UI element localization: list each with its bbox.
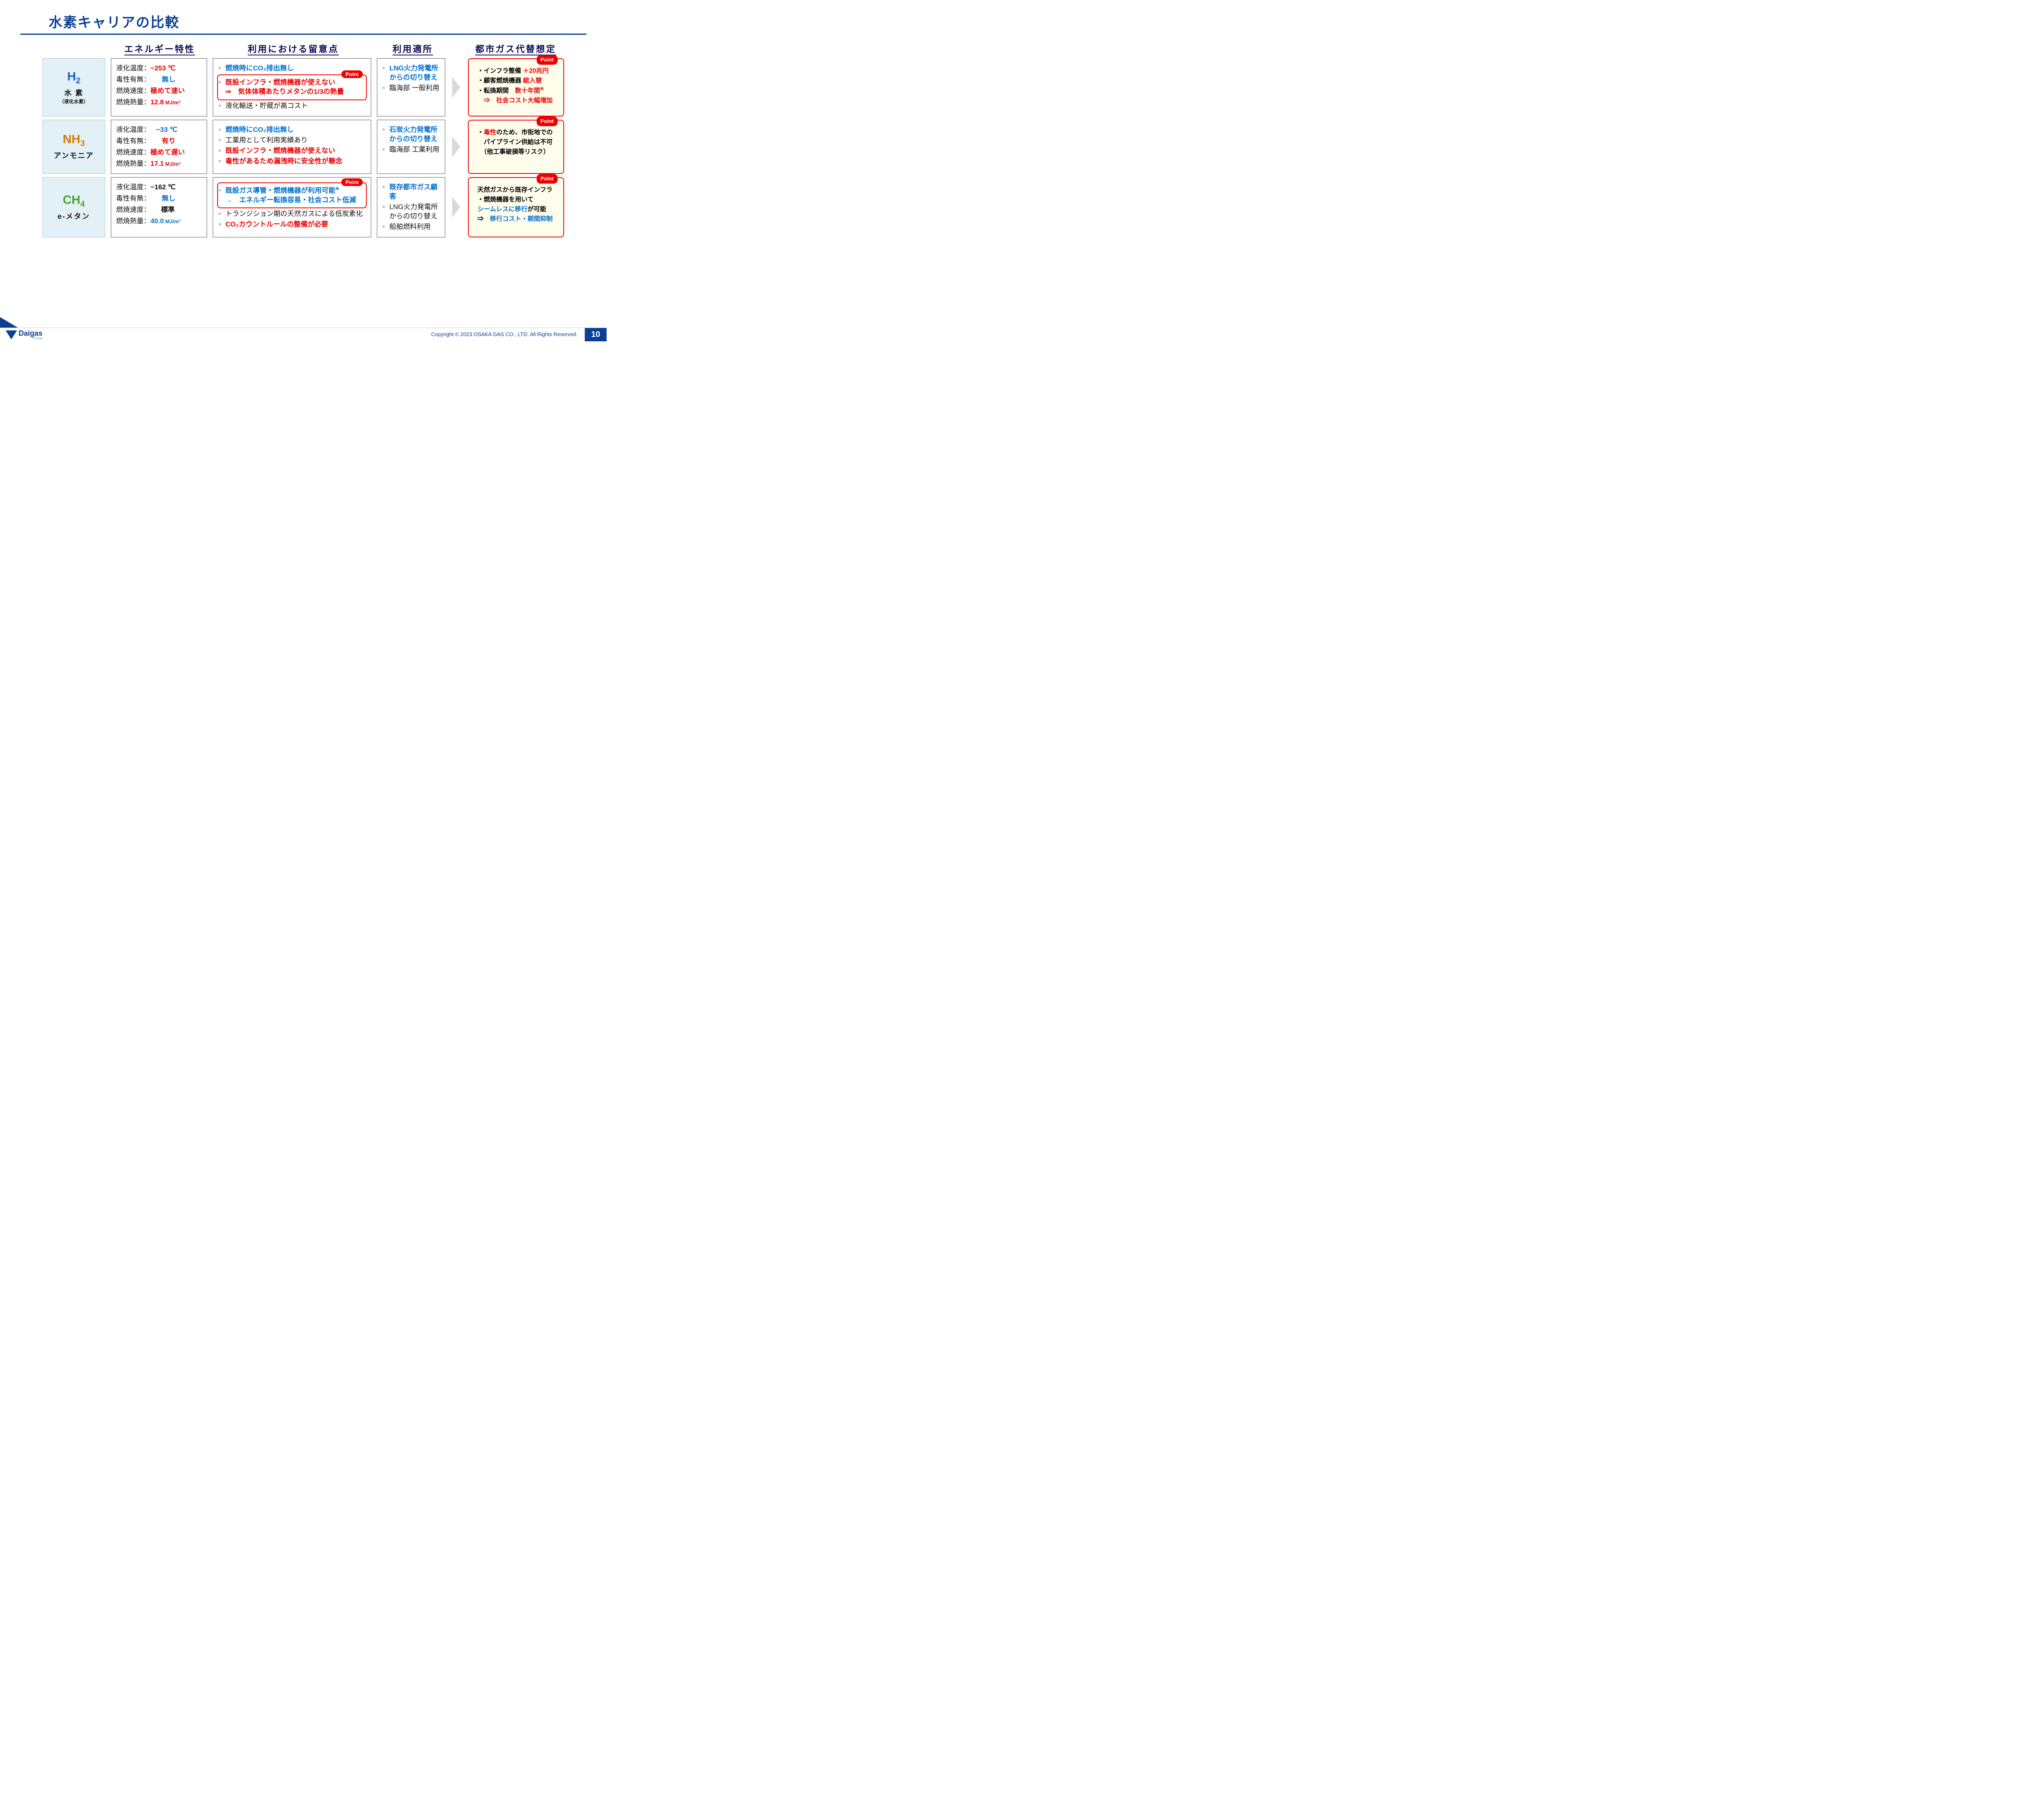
fit-nh3: 石炭火力発電所からの切り替え 臨海部 工業利用 (377, 120, 445, 174)
highlight-h2: Point 既設インフラ・燃焼機器が使えない ⇒ 気体体積あたりメタンの1/3の… (217, 74, 366, 100)
col-header-fit: 利用適所 (379, 42, 447, 55)
subst-nh3: Point ・毒性のため、市街地での パイプライン供給は不可 （他工事破損等リス… (468, 120, 564, 174)
energy-h2: 液化温度：−253 ℃ 毒性有無：無し 燃焼速度：極めて速い 燃焼熱量：12.8… (111, 58, 207, 116)
point-badge: Point (341, 178, 363, 186)
formula-h2: H2 (67, 70, 80, 86)
col-header-energy: エネルギー特性 (111, 42, 208, 55)
title-rule (20, 34, 586, 35)
subst-ch4: Point 天然ガスから既存インフラ ・燃焼機器を用いて シームレスに移行が可能… (468, 177, 564, 237)
content-grid: エネルギー特性 利用における留意点 利用適所 都市ガス代替想定 H2 水 素 （… (20, 42, 586, 237)
page-number: 10 (585, 328, 607, 341)
carrier-name-ch4: e-メタン (57, 211, 90, 221)
carrier-h2: H2 水 素 （液化水素） (42, 58, 105, 116)
row-nh3: NH3 アンモニア 液化温度：−33 ℃ 毒性有無：有り 燃焼速度：極めて遅い … (42, 120, 564, 174)
logo-text: Daigas Group (19, 329, 42, 340)
copyright-text: Copyright © 2023 OSAKA GAS CO., LTD. All… (431, 328, 585, 341)
arrow-icon (451, 177, 462, 237)
fit-h2: LNG火力発電所からの切り替え 臨海部 一般利用 (377, 58, 445, 116)
footer-right: Copyright © 2023 OSAKA GAS CO., LTD. All… (431, 328, 607, 341)
notes-h2: 燃焼時にCO₂排出無し Point 既設インフラ・燃焼機器が使えない ⇒ 気体体… (213, 58, 371, 116)
column-headers: エネルギー特性 利用における留意点 利用適所 都市ガス代替想定 (42, 42, 564, 55)
fit-ch4: 既存都市ガス顧客 LNG火力発電所からの切り替え 船舶燃料利用 (377, 177, 445, 237)
corner-accent-icon (0, 317, 18, 328)
formula-nh3: NH3 (63, 133, 85, 148)
carrier-nh3: NH3 アンモニア (42, 120, 105, 174)
notes-ch4: Point 既設ガス導管・燃焼機器が利用可能※ → エネルギー転換容易・社会コス… (213, 177, 371, 237)
carrier-ch4: CH4 e-メタン (42, 177, 105, 237)
energy-ch4: 液化温度：−162 ℃ 毒性有無：無し 燃焼速度：標準 燃焼熱量：40.0 MJ… (111, 177, 207, 237)
footer-logo: Daigas Group (0, 329, 42, 340)
notes-nh3: 燃焼時にCO₂排出無し 工業用として利用実績あり 既設インフラ・燃焼機器が使えな… (213, 120, 371, 174)
subst-h2: Point ・インフラ整備 ＋20兆円 ・顧客燃焼機器 総入替 ・転換期間 数十… (468, 58, 564, 116)
footer: Daigas Group Copyright © 2023 OSAKA GAS … (0, 328, 607, 341)
row-h2: H2 水 素 （液化水素） 液化温度：−253 ℃ 毒性有無：無し 燃焼速度：極… (42, 58, 564, 116)
arrow-icon (451, 58, 462, 116)
arrow-icon (451, 120, 462, 174)
carrier-sub-h2: （液化水素） (59, 98, 88, 105)
slide: 水素キャリアの比較 エネルギー特性 利用における留意点 利用適所 都市ガス代替想… (0, 0, 607, 341)
carrier-name-nh3: アンモニア (54, 150, 94, 161)
energy-nh3: 液化温度：−33 ℃ 毒性有無：有り 燃焼速度：極めて遅い 燃焼熱量：17.1 … (111, 120, 207, 174)
point-badge: Point (537, 174, 558, 184)
carrier-name-h2: 水 素 (64, 87, 83, 98)
row-ch4: CH4 e-メタン 液化温度：−162 ℃ 毒性有無：無し 燃焼速度：標準 燃焼… (42, 177, 564, 237)
page-title: 水素キャリアの比較 (20, 11, 586, 31)
point-badge: Point (341, 70, 363, 78)
point-badge: Point (537, 116, 558, 126)
col-header-notes: 利用における留意点 (214, 42, 373, 55)
col-header-subst: 都市ガス代替想定 (467, 42, 564, 55)
point-badge: Point (537, 55, 558, 65)
highlight-ch4: Point 既設ガス導管・燃焼機器が利用可能※ → エネルギー転換容易・社会コス… (217, 182, 366, 209)
logo-triangle-icon (6, 330, 17, 339)
formula-ch4: CH4 (63, 193, 85, 209)
title-area: 水素キャリアの比較 (20, 11, 586, 35)
